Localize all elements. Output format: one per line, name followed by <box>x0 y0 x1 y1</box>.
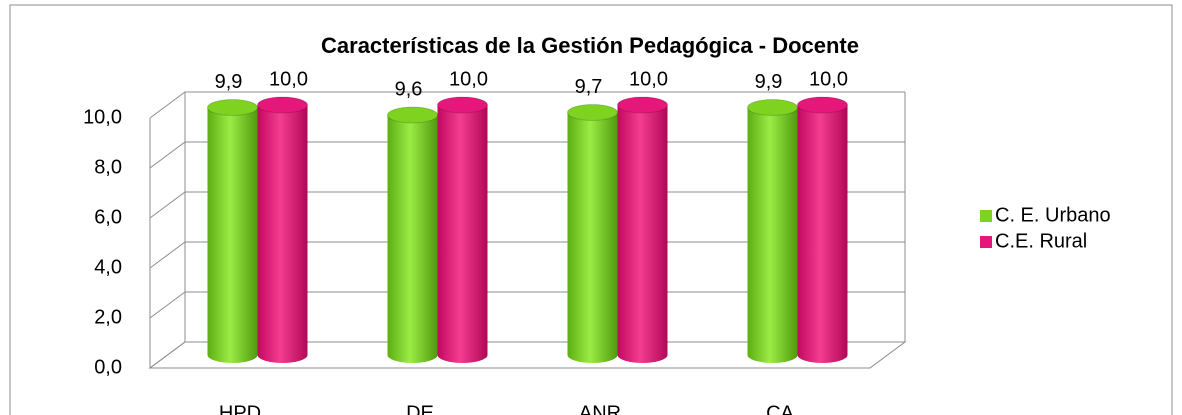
value-label: 10,0 <box>269 68 308 90</box>
value-label: 9,9 <box>755 71 783 93</box>
cylinder-cap <box>387 106 438 124</box>
cylinder-cap <box>567 104 618 121</box>
cylinder <box>617 97 668 363</box>
value-label: 9,6 <box>395 78 423 100</box>
legend-label: C. E. Urbano <box>995 204 1111 226</box>
x-tick-label: HPD <box>219 402 261 415</box>
legend-label: C.E. Rural <box>995 230 1087 252</box>
cylinder <box>387 107 438 363</box>
x-tick-label: CA <box>766 402 794 415</box>
chart-title: Características de la Gestión Pedagógica… <box>321 33 859 58</box>
cylinder <box>797 97 848 363</box>
cylinder-cap <box>797 96 848 114</box>
cylinder <box>747 99 798 363</box>
cylinder <box>257 97 308 363</box>
y-tick-label: 6,0 <box>94 206 122 228</box>
x-tick-label: DE <box>406 402 434 415</box>
y-tick-label: 10,0 <box>83 106 122 128</box>
value-label: 10,0 <box>449 68 488 90</box>
legend-swatch <box>980 210 992 222</box>
cylinder-cap <box>207 99 258 116</box>
x-tick-label: ANR <box>579 402 621 415</box>
value-label: 10,0 <box>809 68 848 90</box>
cylinder-cap <box>747 99 798 116</box>
value-label: 9,7 <box>575 76 603 98</box>
value-label: 10,0 <box>629 68 668 90</box>
cylinder-cap <box>437 96 488 114</box>
cylinder <box>207 99 258 363</box>
y-tick-label: 4,0 <box>94 256 122 278</box>
cylinder-cap <box>257 96 308 114</box>
y-tick-label: 0,0 <box>94 356 122 378</box>
cylinder-cap <box>617 96 668 114</box>
cylinder <box>437 97 488 363</box>
cylinder <box>567 104 618 363</box>
legend-swatch <box>980 236 992 248</box>
grid-line <box>149 91 905 119</box>
value-label: 9,9 <box>215 71 243 93</box>
y-tick-label: 8,0 <box>94 156 122 178</box>
y-tick-label: 2,0 <box>94 306 122 328</box>
